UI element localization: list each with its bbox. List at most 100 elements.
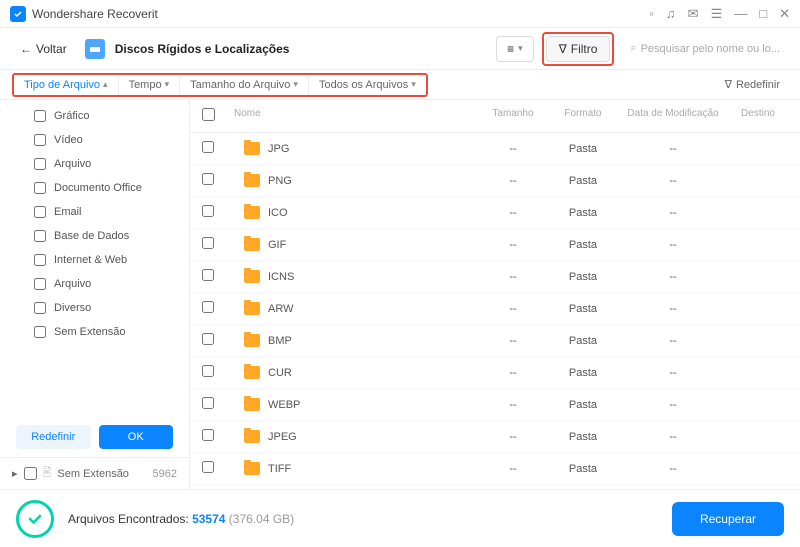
sidebar-checkbox[interactable]: [34, 206, 46, 218]
row-date: --: [618, 335, 728, 347]
found-label: Arquivos Encontrados:: [68, 512, 189, 526]
sidebar-item-label: Gráfico: [54, 110, 89, 122]
row-checkbox[interactable]: [202, 173, 214, 185]
search-input[interactable]: ⌕ Pesquisar pelo nome ou lo...: [622, 37, 788, 60]
sidebar-checkbox[interactable]: [34, 134, 46, 146]
sidebar-item[interactable]: Sem Extensão: [0, 320, 189, 344]
table-row[interactable]: JPEG--Pasta--: [190, 421, 800, 453]
user-icon[interactable]: ◦: [649, 6, 654, 22]
row-checkbox[interactable]: [202, 397, 214, 409]
mail-icon[interactable]: ✉: [688, 6, 699, 22]
sidebar-footer[interactable]: ▸ 🖹 Sem Extensão 5962: [0, 457, 189, 489]
sidebar-checkbox[interactable]: [34, 254, 46, 266]
progress-circle: [16, 500, 54, 538]
sidebar-checkbox[interactable]: [34, 158, 46, 170]
filter-button[interactable]: ∇ Filtro: [546, 36, 611, 62]
table-row[interactable]: CUR--Pasta--: [190, 357, 800, 389]
row-checkbox[interactable]: [202, 237, 214, 249]
sidebar-item-label: Email: [54, 206, 82, 218]
sidebar-item[interactable]: Diverso: [0, 296, 189, 320]
select-all-checkbox[interactable]: [202, 108, 215, 121]
col-format[interactable]: Formato: [548, 108, 618, 124]
filter-item-tempo[interactable]: Tempo▾: [119, 75, 181, 95]
sidebar-item-label: Arquivo: [54, 158, 91, 170]
row-checkbox[interactable]: [202, 333, 214, 345]
row-name: TIFF: [268, 463, 291, 475]
breadcrumb: Discos Rígidos e Localizações: [115, 42, 290, 56]
sidebar-item-label: Documento Office: [54, 182, 142, 194]
headset-icon[interactable]: ♫: [666, 6, 676, 22]
view-mode-button[interactable]: ≡ ▾: [496, 36, 534, 62]
row-format: Pasta: [548, 207, 618, 219]
sidebar-item[interactable]: Arquivo: [0, 152, 189, 176]
sidebar-ok-button[interactable]: OK: [99, 425, 174, 449]
sidebar-checkbox[interactable]: [34, 326, 46, 338]
row-date: --: [618, 399, 728, 411]
filter-highlight: ∇ Filtro: [542, 32, 615, 66]
table-row[interactable]: PNG--Pasta--: [190, 165, 800, 197]
col-size[interactable]: Tamanho: [478, 108, 548, 124]
col-dest[interactable]: Destino: [728, 108, 788, 124]
filter-item-todos-os-arquivos[interactable]: Todos os Arquivos▾: [309, 75, 426, 95]
table-row[interactable]: TIFF--Pasta--: [190, 453, 800, 485]
row-name: BMP: [268, 335, 292, 347]
filter-icon: ∇: [559, 42, 567, 56]
row-checkbox[interactable]: [202, 365, 214, 377]
table-row[interactable]: GIF--Pasta--: [190, 229, 800, 261]
col-name[interactable]: Nome: [226, 108, 478, 124]
file-table: Nome Tamanho Formato Data de Modificação…: [190, 100, 800, 489]
row-checkbox[interactable]: [202, 141, 214, 153]
table-row[interactable]: ICO--Pasta--: [190, 197, 800, 229]
folder-icon: [244, 174, 260, 187]
sidebar-checkbox[interactable]: [34, 182, 46, 194]
row-checkbox[interactable]: [202, 461, 214, 473]
maximize-icon[interactable]: □: [759, 6, 767, 22]
table-row[interactable]: JPG--Pasta--: [190, 133, 800, 165]
row-size: --: [478, 239, 548, 251]
col-date[interactable]: Data de Modificação: [618, 108, 728, 124]
row-checkbox[interactable]: [202, 205, 214, 217]
filter-item-tamanho-do-arquivo[interactable]: Tamanho do Arquivo▾: [180, 75, 309, 95]
recover-button[interactable]: Recuperar: [672, 502, 784, 536]
row-name: ICO: [268, 207, 288, 219]
row-date: --: [618, 207, 728, 219]
sidebar-item-label: Base de Dados: [54, 230, 129, 242]
sidebar-item[interactable]: Internet & Web: [0, 248, 189, 272]
sidebar-item[interactable]: Email: [0, 200, 189, 224]
filter-item-tipo-de-arquivo[interactable]: Tipo de Arquivo▴: [14, 75, 119, 95]
close-icon[interactable]: ✕: [779, 6, 790, 22]
row-checkbox[interactable]: [202, 269, 214, 281]
sidebar-checkbox[interactable]: [34, 230, 46, 242]
footer-checkbox[interactable]: [24, 467, 37, 480]
row-checkbox[interactable]: [202, 301, 214, 313]
table-row[interactable]: WEBP--Pasta--: [190, 389, 800, 421]
menu-icon[interactable]: ☰: [711, 6, 723, 22]
list-icon: ≡: [507, 42, 514, 56]
row-format: Pasta: [548, 271, 618, 283]
back-button[interactable]: ← Voltar: [12, 38, 75, 60]
row-name: PNG: [268, 175, 292, 187]
folder-icon: [244, 334, 260, 347]
chevron-down-icon: ▾: [165, 79, 170, 90]
sidebar-item[interactable]: Arquivo: [0, 272, 189, 296]
disk-icon: [85, 39, 105, 59]
row-size: --: [478, 431, 548, 443]
row-size: --: [478, 399, 548, 411]
reset-filters-button[interactable]: ∇ Redefinir: [717, 74, 788, 95]
table-row[interactable]: ARW--Pasta--: [190, 293, 800, 325]
row-date: --: [618, 271, 728, 283]
sidebar-reset-button[interactable]: Redefinir: [16, 425, 91, 449]
reset-label: Redefinir: [736, 79, 780, 91]
row-date: --: [618, 431, 728, 443]
sidebar-checkbox[interactable]: [34, 110, 46, 122]
table-row[interactable]: ICNS--Pasta--: [190, 261, 800, 293]
sidebar-item[interactable]: Vídeo: [0, 128, 189, 152]
minimize-icon[interactable]: —: [734, 6, 747, 22]
sidebar-checkbox[interactable]: [34, 302, 46, 314]
sidebar-checkbox[interactable]: [34, 278, 46, 290]
row-checkbox[interactable]: [202, 429, 214, 441]
sidebar-item[interactable]: Documento Office: [0, 176, 189, 200]
sidebar-item[interactable]: Gráfico: [0, 104, 189, 128]
table-row[interactable]: BMP--Pasta--: [190, 325, 800, 357]
sidebar-item[interactable]: Base de Dados: [0, 224, 189, 248]
